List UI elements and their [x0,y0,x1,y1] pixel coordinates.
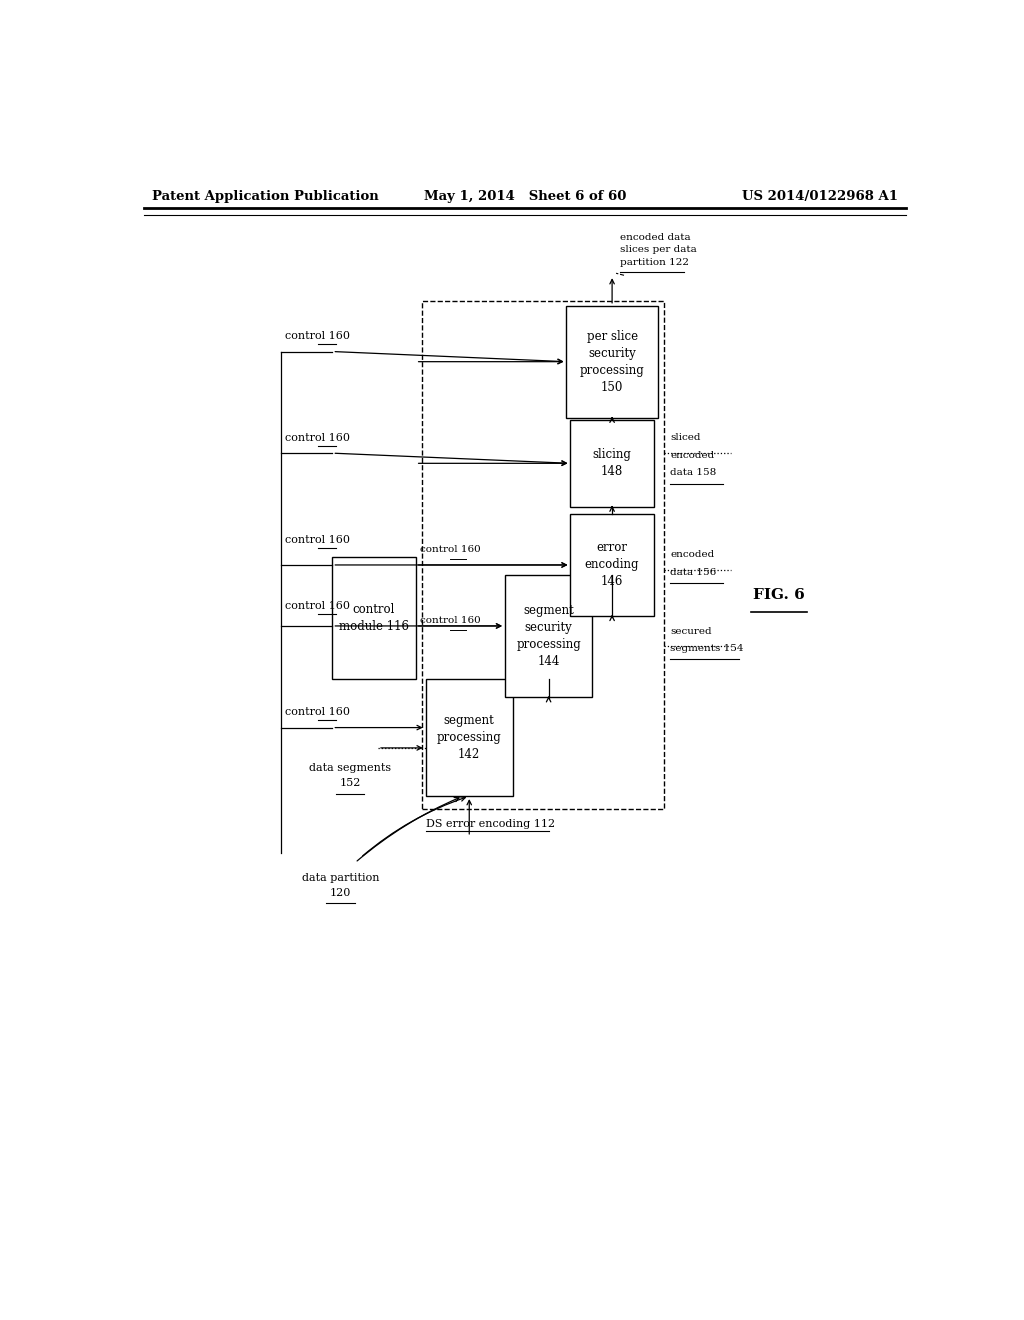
Text: per slice
security
processing
150: per slice security processing 150 [580,330,644,393]
Text: segment
processing
142: segment processing 142 [437,714,502,762]
Text: DS error encoding 112: DS error encoding 112 [426,820,555,829]
Text: error
encoding
146: error encoding 146 [585,541,639,589]
Text: data 158: data 158 [670,469,716,477]
Text: encoded: encoded [670,550,715,560]
Text: slices per data: slices per data [620,246,696,255]
Text: control
module 116: control module 116 [339,603,409,632]
Text: segments 154: segments 154 [670,644,743,653]
Text: US 2014/0122968 A1: US 2014/0122968 A1 [741,190,898,202]
Text: control 160: control 160 [285,433,350,444]
Bar [570,515,653,616]
Text: sliced: sliced [670,433,700,442]
Bar [333,557,416,678]
Text: May 1, 2014   Sheet 6 of 60: May 1, 2014 Sheet 6 of 60 [424,190,626,202]
Text: control 160: control 160 [420,616,480,626]
Bar [426,680,513,796]
Text: encoded data: encoded data [620,234,690,242]
Bar [505,576,592,697]
Text: data 156: data 156 [670,568,716,577]
Text: control 160: control 160 [285,535,350,545]
Text: data partition: data partition [302,873,380,883]
Text: Patent Application Publication: Patent Application Publication [152,190,379,202]
Text: control 160: control 160 [420,545,480,554]
Text: FIG. 6: FIG. 6 [753,589,805,602]
Text: 120: 120 [330,888,351,898]
Text: data segments: data segments [309,763,391,774]
Text: control 160: control 160 [285,601,350,611]
Text: encoded: encoded [670,450,715,459]
Text: control 160: control 160 [285,331,350,342]
Bar [566,306,657,417]
Text: segment
security
processing
144: segment security processing 144 [516,605,581,668]
Text: 152: 152 [340,779,360,788]
Text: control 160: control 160 [285,708,350,717]
Text: secured: secured [670,627,712,635]
Text: partition 122: partition 122 [620,257,689,267]
Bar [422,301,664,809]
Text: slicing
148: slicing 148 [593,449,632,478]
Bar [570,420,653,507]
